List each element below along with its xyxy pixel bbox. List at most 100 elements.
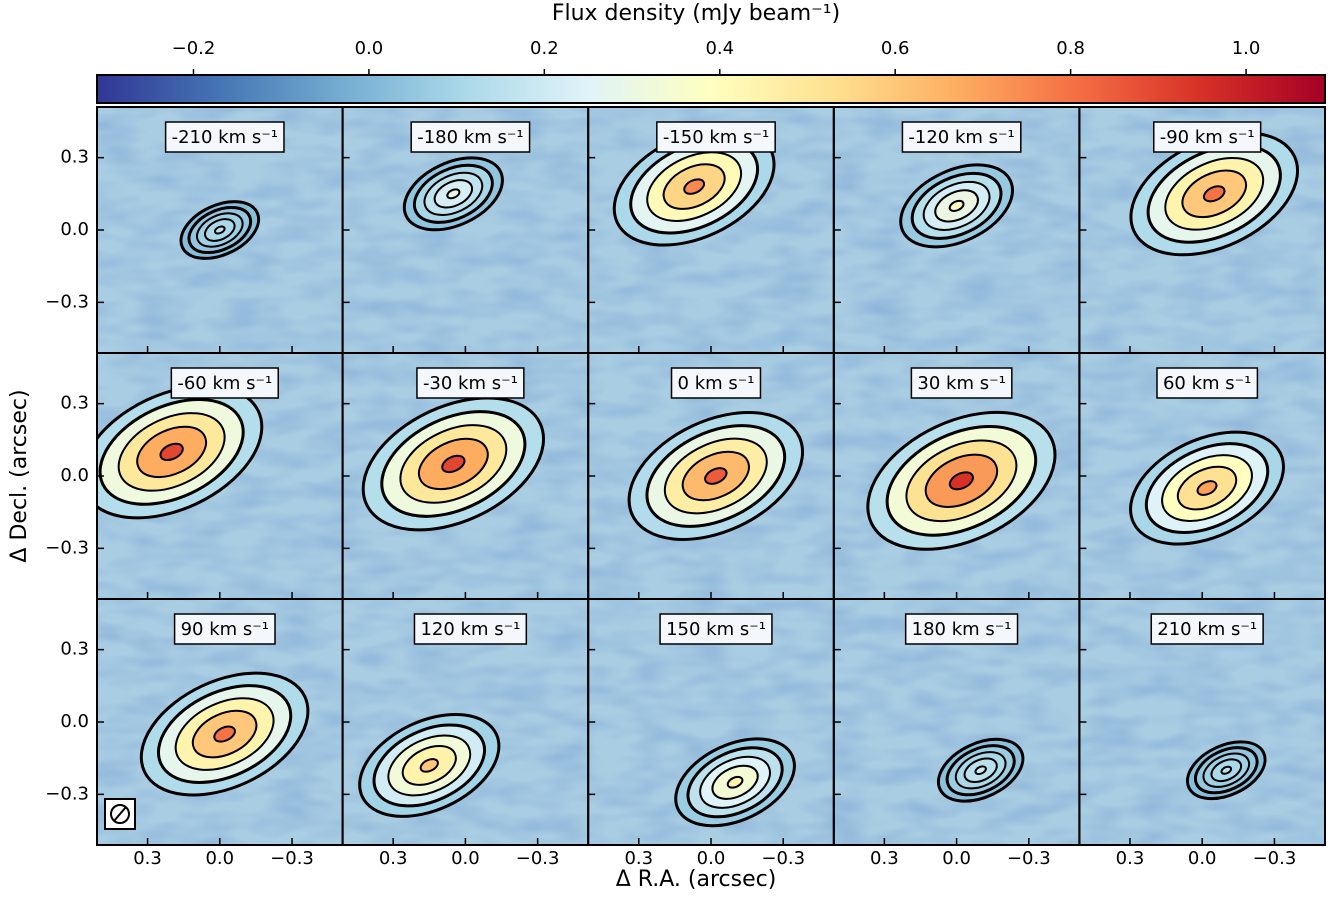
panel: 0 km s⁻¹ — [587, 352, 835, 600]
emission-contour — [1196, 480, 1218, 496]
y-tick-label: −0.3 — [45, 537, 89, 558]
emission-contour — [419, 758, 439, 773]
emission — [361, 396, 546, 532]
x-tick-label: 0.3 — [1116, 848, 1145, 869]
colorbar-label: Flux density (mJy beam⁻¹) — [552, 1, 840, 26]
beam — [110, 804, 130, 824]
colorbar-tick-label: 0.0 — [355, 38, 384, 59]
emission — [97, 384, 264, 520]
emission-contour — [441, 454, 466, 474]
panel-label: 150 km s⁻¹ — [666, 619, 766, 640]
y-tick-label: 0.3 — [60, 393, 89, 414]
colorbar-tick-label: −0.2 — [172, 38, 216, 59]
emission — [358, 712, 501, 818]
panel: -90 km s⁻¹ — [1078, 106, 1327, 354]
emission-contour — [1220, 765, 1233, 775]
colorbar — [96, 74, 1326, 104]
x-tick-label: −0.3 — [1007, 848, 1051, 869]
emission-contour — [1202, 185, 1226, 203]
x-tick-label: −0.3 — [516, 848, 560, 869]
panel: -30 km s⁻¹ — [341, 352, 590, 600]
panel-label-box — [173, 613, 276, 645]
panel: 30 km s⁻¹ — [832, 352, 1081, 600]
panel-label-box — [413, 613, 528, 645]
emission — [1129, 430, 1285, 546]
panel-label-box — [656, 121, 776, 153]
panel-label: -60 km s⁻¹ — [177, 373, 272, 394]
emission-contour — [213, 725, 236, 743]
panel-label: 30 km s⁻¹ — [917, 373, 1005, 394]
panel-label: 120 km s⁻¹ — [420, 619, 520, 640]
panel: 0.3 0.0 −0.3 -60 km s⁻¹ — [45, 352, 344, 600]
panel-label-box — [1152, 121, 1262, 153]
panel-label-box — [904, 613, 1019, 645]
panel-label: 180 km s⁻¹ — [912, 619, 1012, 640]
colorbar-tick-label: 0.6 — [881, 38, 910, 59]
panel-label: 90 km s⁻¹ — [181, 619, 269, 640]
panel-label-box — [1156, 367, 1259, 399]
panel: 0.3 0.0 −0.3 -210 km s⁻¹ — [45, 106, 344, 354]
panel-label-box — [901, 121, 1022, 153]
panel-label-box — [170, 367, 280, 399]
y-tick-label: 0.3 — [60, 639, 89, 660]
x-tick-label: 0.3 — [133, 848, 162, 869]
panel-label: -120 km s⁻¹ — [908, 127, 1014, 148]
panel: 0.3 0.0 −0.3 0.3 0.0 −0.3 90 km s⁻¹ — [45, 598, 344, 869]
emission — [1185, 740, 1267, 801]
colorbar-tick-label: 0.8 — [1056, 38, 1085, 59]
emission-contour — [974, 765, 987, 776]
y-tick-label: −0.3 — [45, 291, 89, 312]
panel-label: -90 km s⁻¹ — [1160, 127, 1255, 148]
emission-contour — [704, 467, 728, 485]
x-tick-label: 0.0 — [205, 848, 234, 869]
x-tick-label: 0.0 — [1188, 848, 1217, 869]
y-tick-label: 0.0 — [60, 465, 89, 486]
emission — [139, 671, 310, 797]
x-tick-label: 0.3 — [379, 848, 408, 869]
emission-contour — [948, 199, 965, 212]
x-axis-label: Δ R.A. (arcsec) — [616, 867, 777, 892]
panel-label: -150 km s⁻¹ — [663, 127, 769, 148]
x-tick-label: 0.0 — [942, 848, 971, 869]
x-tick-label: 0.0 — [697, 848, 726, 869]
y-tick-label: 0.0 — [60, 219, 89, 240]
colorbar-tick-label: 0.2 — [530, 38, 559, 59]
x-tick-label: 0.3 — [624, 848, 653, 869]
y-tick-label: 0.0 — [60, 711, 89, 732]
x-tick-label: −0.3 — [1253, 848, 1297, 869]
panel-label-box — [164, 121, 285, 153]
colorbar-tick-label: 1.0 — [1232, 38, 1261, 59]
panel-label-box — [910, 367, 1013, 399]
panel-label: -180 km s⁻¹ — [417, 127, 523, 148]
panel-label: 60 km s⁻¹ — [1163, 373, 1251, 394]
x-tick-label: −0.3 — [761, 848, 805, 869]
panel: 0.3 0.0 −0.3 150 km s⁻¹ — [587, 598, 835, 869]
panel: 60 km s⁻¹ — [1078, 352, 1327, 600]
panel-label-box — [670, 367, 762, 399]
panel: -150 km s⁻¹ — [587, 106, 835, 354]
emission — [1129, 131, 1300, 257]
emission — [627, 411, 805, 541]
panel-label: 0 km s⁻¹ — [678, 373, 755, 394]
colorbar-tick-label: 0.4 — [705, 38, 734, 59]
panel-label-box — [410, 121, 531, 153]
emission-contour — [726, 775, 744, 789]
panel-label: -30 km s⁻¹ — [423, 373, 518, 394]
emission — [674, 737, 796, 828]
beam-hatch — [113, 806, 127, 822]
y-axis-label: Δ Decl. (arcsec) — [7, 389, 32, 562]
y-tick-label: −0.3 — [45, 783, 89, 804]
panel-label-box — [659, 613, 773, 645]
emission — [899, 163, 1015, 249]
panel-label-box — [1150, 613, 1264, 645]
emission — [612, 126, 776, 247]
emission — [936, 737, 1025, 803]
emission — [866, 410, 1057, 551]
emission-contour — [446, 188, 461, 200]
panel: 0.3 0.0 −0.3 210 km s⁻¹ — [1078, 598, 1327, 869]
y-tick-label: 0.3 — [60, 147, 89, 168]
x-tick-label: 0.3 — [870, 848, 899, 869]
emission-contour — [159, 442, 184, 462]
emission-contour — [948, 471, 974, 491]
